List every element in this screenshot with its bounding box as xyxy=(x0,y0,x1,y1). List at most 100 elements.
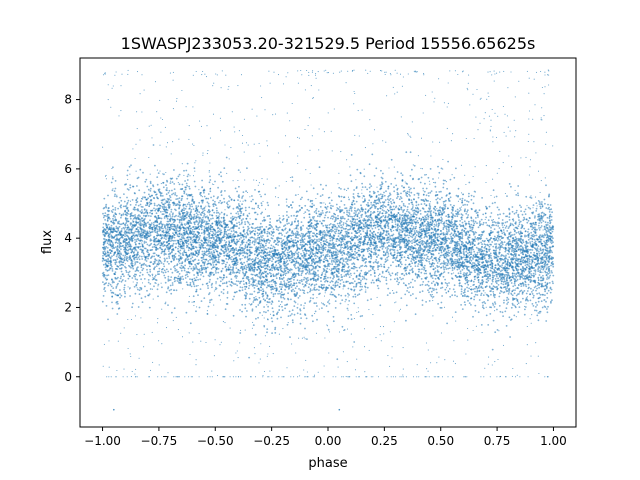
data-point xyxy=(322,188,324,191)
data-point xyxy=(541,282,543,285)
data-point xyxy=(112,217,114,220)
data-point xyxy=(433,223,436,226)
data-point xyxy=(196,249,199,252)
data-point xyxy=(532,305,535,307)
data-point xyxy=(391,221,394,224)
data-point xyxy=(153,202,156,205)
data-point xyxy=(458,223,461,226)
data-point xyxy=(256,226,259,229)
data-point xyxy=(498,217,500,220)
data-point xyxy=(166,225,169,228)
data-point xyxy=(343,238,346,241)
data-point xyxy=(108,217,111,220)
data-point xyxy=(549,235,552,238)
data-point xyxy=(128,229,130,232)
data-point xyxy=(174,267,177,270)
data-point xyxy=(482,223,484,226)
data-point xyxy=(330,199,333,202)
data-point xyxy=(516,246,519,249)
data-point xyxy=(146,243,149,246)
data-point xyxy=(550,270,553,272)
data-point xyxy=(137,288,139,291)
data-point xyxy=(411,236,414,239)
data-point xyxy=(306,291,309,294)
data-point xyxy=(274,266,277,269)
data-point xyxy=(421,268,423,270)
data-point xyxy=(335,240,338,243)
data-point xyxy=(415,297,417,300)
data-point xyxy=(532,211,535,214)
data-point xyxy=(164,281,167,284)
data-point xyxy=(290,237,293,240)
data-point xyxy=(378,273,381,276)
data-point xyxy=(550,208,553,211)
data-point xyxy=(370,185,373,188)
data-point xyxy=(464,303,467,306)
data-point xyxy=(207,230,209,233)
data-point xyxy=(361,256,364,259)
data-point xyxy=(257,206,260,209)
data-point xyxy=(429,210,431,213)
data-point xyxy=(112,287,115,289)
data-point xyxy=(168,257,171,259)
data-point xyxy=(318,248,321,251)
data-point xyxy=(538,229,541,231)
data-point xyxy=(279,292,281,295)
data-point xyxy=(345,298,347,301)
data-point xyxy=(137,266,139,268)
data-point xyxy=(294,239,297,242)
data-point xyxy=(467,265,470,268)
data-point xyxy=(436,236,439,239)
data-point xyxy=(488,205,491,208)
data-point xyxy=(409,294,412,297)
data-point xyxy=(139,168,142,171)
data-point xyxy=(444,278,446,281)
data-point xyxy=(387,247,389,250)
data-point xyxy=(504,265,507,268)
data-point xyxy=(445,264,448,267)
data-point xyxy=(464,208,466,211)
data-point xyxy=(330,291,333,293)
data-point xyxy=(197,259,200,261)
data-point xyxy=(437,214,439,217)
data-point xyxy=(412,206,414,208)
data-point xyxy=(400,172,403,175)
data-point xyxy=(514,289,516,291)
data-point xyxy=(202,231,205,234)
data-point xyxy=(498,243,500,246)
data-point xyxy=(489,313,492,315)
data-point xyxy=(235,267,238,269)
data-point xyxy=(176,263,179,266)
data-point xyxy=(330,207,333,210)
data-point xyxy=(242,277,245,279)
data-point xyxy=(180,264,183,267)
data-point xyxy=(406,208,409,211)
data-point xyxy=(156,243,159,246)
data-point xyxy=(436,269,439,272)
data-point xyxy=(257,275,259,278)
data-point xyxy=(168,213,171,216)
data-point xyxy=(530,263,532,265)
data-point xyxy=(244,264,247,267)
data-point xyxy=(356,213,359,216)
data-point xyxy=(425,253,428,256)
data-point xyxy=(268,284,271,286)
data-point xyxy=(349,174,352,177)
data-point xyxy=(372,261,375,264)
data-point xyxy=(261,211,263,214)
data-point xyxy=(248,282,251,284)
data-point xyxy=(174,208,176,211)
data-point xyxy=(540,221,543,224)
data-point xyxy=(377,277,380,280)
data-point xyxy=(226,296,229,299)
data-point xyxy=(199,265,202,267)
data-point xyxy=(414,265,417,267)
data-point xyxy=(420,271,423,274)
data-point xyxy=(513,233,516,236)
data-point xyxy=(530,274,533,277)
data-point xyxy=(268,280,271,283)
data-point xyxy=(309,290,311,293)
data-point xyxy=(303,307,305,310)
data-point xyxy=(370,221,373,224)
data-point xyxy=(524,208,527,211)
